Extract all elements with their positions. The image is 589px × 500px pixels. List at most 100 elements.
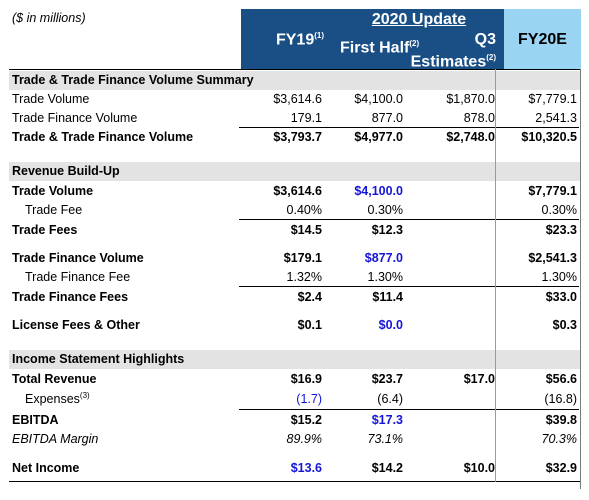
table-row: Trade Finance Fees $2.4 $11.4 $33.0: [9, 288, 581, 307]
cell-fy20e: $23.3: [545, 223, 577, 237]
cell-first-half: $4,100.0: [354, 92, 403, 106]
row-label: Trade Finance Volume: [12, 251, 144, 265]
update-title: 2020 Update: [371, 11, 467, 28]
section-title: Revenue Build-Up: [12, 164, 120, 178]
col-header-fy20e: FY20E: [504, 9, 581, 69]
table-row: Trade Volume $3,614.6 $4,100.0 $7,779.1: [9, 182, 581, 201]
row-label: EBITDA Margin: [12, 432, 99, 446]
cell-first-half: $4,100.0: [354, 184, 403, 198]
cell-fy20e: $0.3: [552, 318, 577, 332]
q3-footnote: (2): [486, 53, 496, 62]
section-volume-summary: Trade & Trade Finance Volume Summary: [9, 71, 581, 90]
cell-fy19: 179.1: [290, 111, 322, 125]
cell-first-half: 1.30%: [367, 270, 403, 284]
q3-sub-label: Estimates: [410, 53, 487, 71]
cell-first-half: $4,977.0: [354, 130, 403, 144]
subtotal-rule: [239, 409, 579, 410]
first-half-footnote: (2): [409, 39, 420, 48]
cell-fy19: $3,793.7: [273, 130, 322, 144]
cell-q3: $17.0: [463, 372, 495, 386]
cell-fy20e: $56.6: [545, 372, 577, 386]
row-label: Trade Volume: [12, 184, 94, 198]
table-bottom-rule: [9, 481, 581, 482]
row-label: Trade & Trade Finance Volume: [12, 130, 194, 144]
row-label: Expenses: [25, 392, 80, 406]
cell-fy19: $0.1: [297, 318, 322, 332]
row-label: Trade Finance Fees: [12, 290, 129, 304]
section-revenue-build-up: Revenue Build-Up: [9, 162, 581, 181]
row-label: EBITDA: [12, 413, 59, 427]
cell-fy20e: $33.0: [545, 290, 577, 304]
cell-first-half: 0.30%: [367, 203, 403, 217]
table-row: Net Income $13.6 $14.2 $10.0 $32.9: [9, 459, 581, 478]
table-row: Trade Finance Volume $179.1 $877.0 $2,54…: [9, 249, 581, 268]
table-row-total: Trade & Trade Finance Volume $3,793.7 $4…: [9, 128, 581, 147]
cell-fy19: $14.5: [290, 223, 322, 237]
section-title: Trade & Trade Finance Volume Summary: [12, 73, 254, 87]
cell-first-half: $11.4: [372, 290, 403, 304]
first-half-label: First Half: [340, 39, 410, 57]
subtotal-rule: [239, 127, 579, 128]
cell-fy19: (1.7): [296, 392, 322, 406]
cell-q3: $2,748.0: [446, 130, 495, 144]
cell-fy19: 0.40%: [286, 203, 322, 217]
row-label: Trade Volume: [12, 92, 90, 106]
row-label: Trade Finance Fee: [25, 270, 131, 284]
cell-fy20e: 70.3%: [541, 432, 577, 446]
table-right-border: [580, 69, 581, 489]
table-row: Trade Finance Volume 179.1 877.0 878.0 2…: [9, 109, 581, 128]
fy19-footnote: (1): [314, 31, 324, 40]
table-header: ($ in millions) FY19(1) 2020 Update Firs…: [9, 9, 581, 71]
cell-fy19: $3,614.6: [273, 92, 322, 106]
table-row: Trade Volume $3,614.6 $4,100.0 $1,870.0 …: [9, 90, 581, 109]
cell-fy19: $2.4: [297, 290, 322, 304]
q3-label: Q3: [474, 31, 496, 48]
row-label: Total Revenue: [12, 372, 97, 386]
cell-first-half: $0.0: [378, 318, 403, 332]
cell-fy20e: $39.8: [545, 413, 577, 427]
cell-fy19: 1.32%: [286, 270, 322, 284]
cell-fy20e: 2,541.3: [535, 111, 577, 125]
fy20e-label: FY20E: [518, 31, 567, 48]
subtotal-rule: [239, 286, 579, 287]
table-row: EBITDA $15.2 $17.3 $39.8: [9, 411, 581, 430]
table-row: EBITDA Margin 89.9% 73.1% 70.3%: [9, 430, 581, 449]
cell-fy20e: 1.30%: [541, 270, 577, 284]
col-header-fy19: FY19(1): [241, 9, 334, 69]
section-income-statement: Income Statement Highlights: [9, 350, 581, 369]
cell-fy20e: $10,320.5: [521, 130, 577, 144]
cell-first-half: $12.3: [371, 223, 403, 237]
row-label: License Fees & Other: [12, 318, 140, 332]
cell-first-half: $23.7: [371, 372, 403, 386]
cell-fy20e: $7,779.1: [528, 92, 577, 106]
cell-first-half: $14.2: [371, 461, 403, 475]
fy19-label: FY19: [275, 31, 315, 49]
table-row: Expenses(3) (1.7) (6.4) (16.8): [9, 390, 581, 409]
header-rule: [9, 69, 581, 70]
row-label: Trade Finance Volume: [12, 111, 138, 125]
cell-fy20e: 0.30%: [541, 203, 577, 217]
cell-first-half: 73.1%: [367, 432, 403, 446]
cell-fy19: 89.9%: [286, 432, 322, 446]
cell-fy19: $15.2: [290, 413, 322, 427]
cell-q3: $10.0: [463, 461, 495, 475]
table-row: Trade Fees $14.5 $12.3 $23.3: [9, 221, 581, 240]
cell-first-half: (6.4): [377, 392, 403, 406]
fy20e-divider: [495, 69, 496, 482]
subtotal-rule: [239, 219, 579, 220]
row-label: Trade Fee: [25, 203, 83, 217]
cell-fy19: $179.1: [283, 251, 322, 265]
cell-first-half: $17.3: [371, 413, 403, 427]
col-header-2020-update: 2020 Update First Half(2) Q3 Estimates(2): [334, 9, 504, 71]
cell-fy20e: $2,541.3: [528, 251, 577, 265]
cell-fy20e: (16.8): [544, 392, 577, 406]
cell-fy20e: $32.9: [545, 461, 577, 475]
table-row: Trade Fee 0.40% 0.30% 0.30%: [9, 201, 581, 220]
cell-fy19: $3,614.6: [273, 184, 322, 198]
table-row: License Fees & Other $0.1 $0.0 $0.3: [9, 316, 581, 335]
row-label: Net Income: [12, 461, 80, 475]
cell-q3: $1,870.0: [446, 92, 495, 106]
cell-fy19: $16.9: [290, 372, 322, 386]
table-row: Trade Finance Fee 1.32% 1.30% 1.30%: [9, 268, 581, 287]
table-row: Total Revenue $16.9 $23.7 $17.0 $56.6: [9, 370, 581, 389]
